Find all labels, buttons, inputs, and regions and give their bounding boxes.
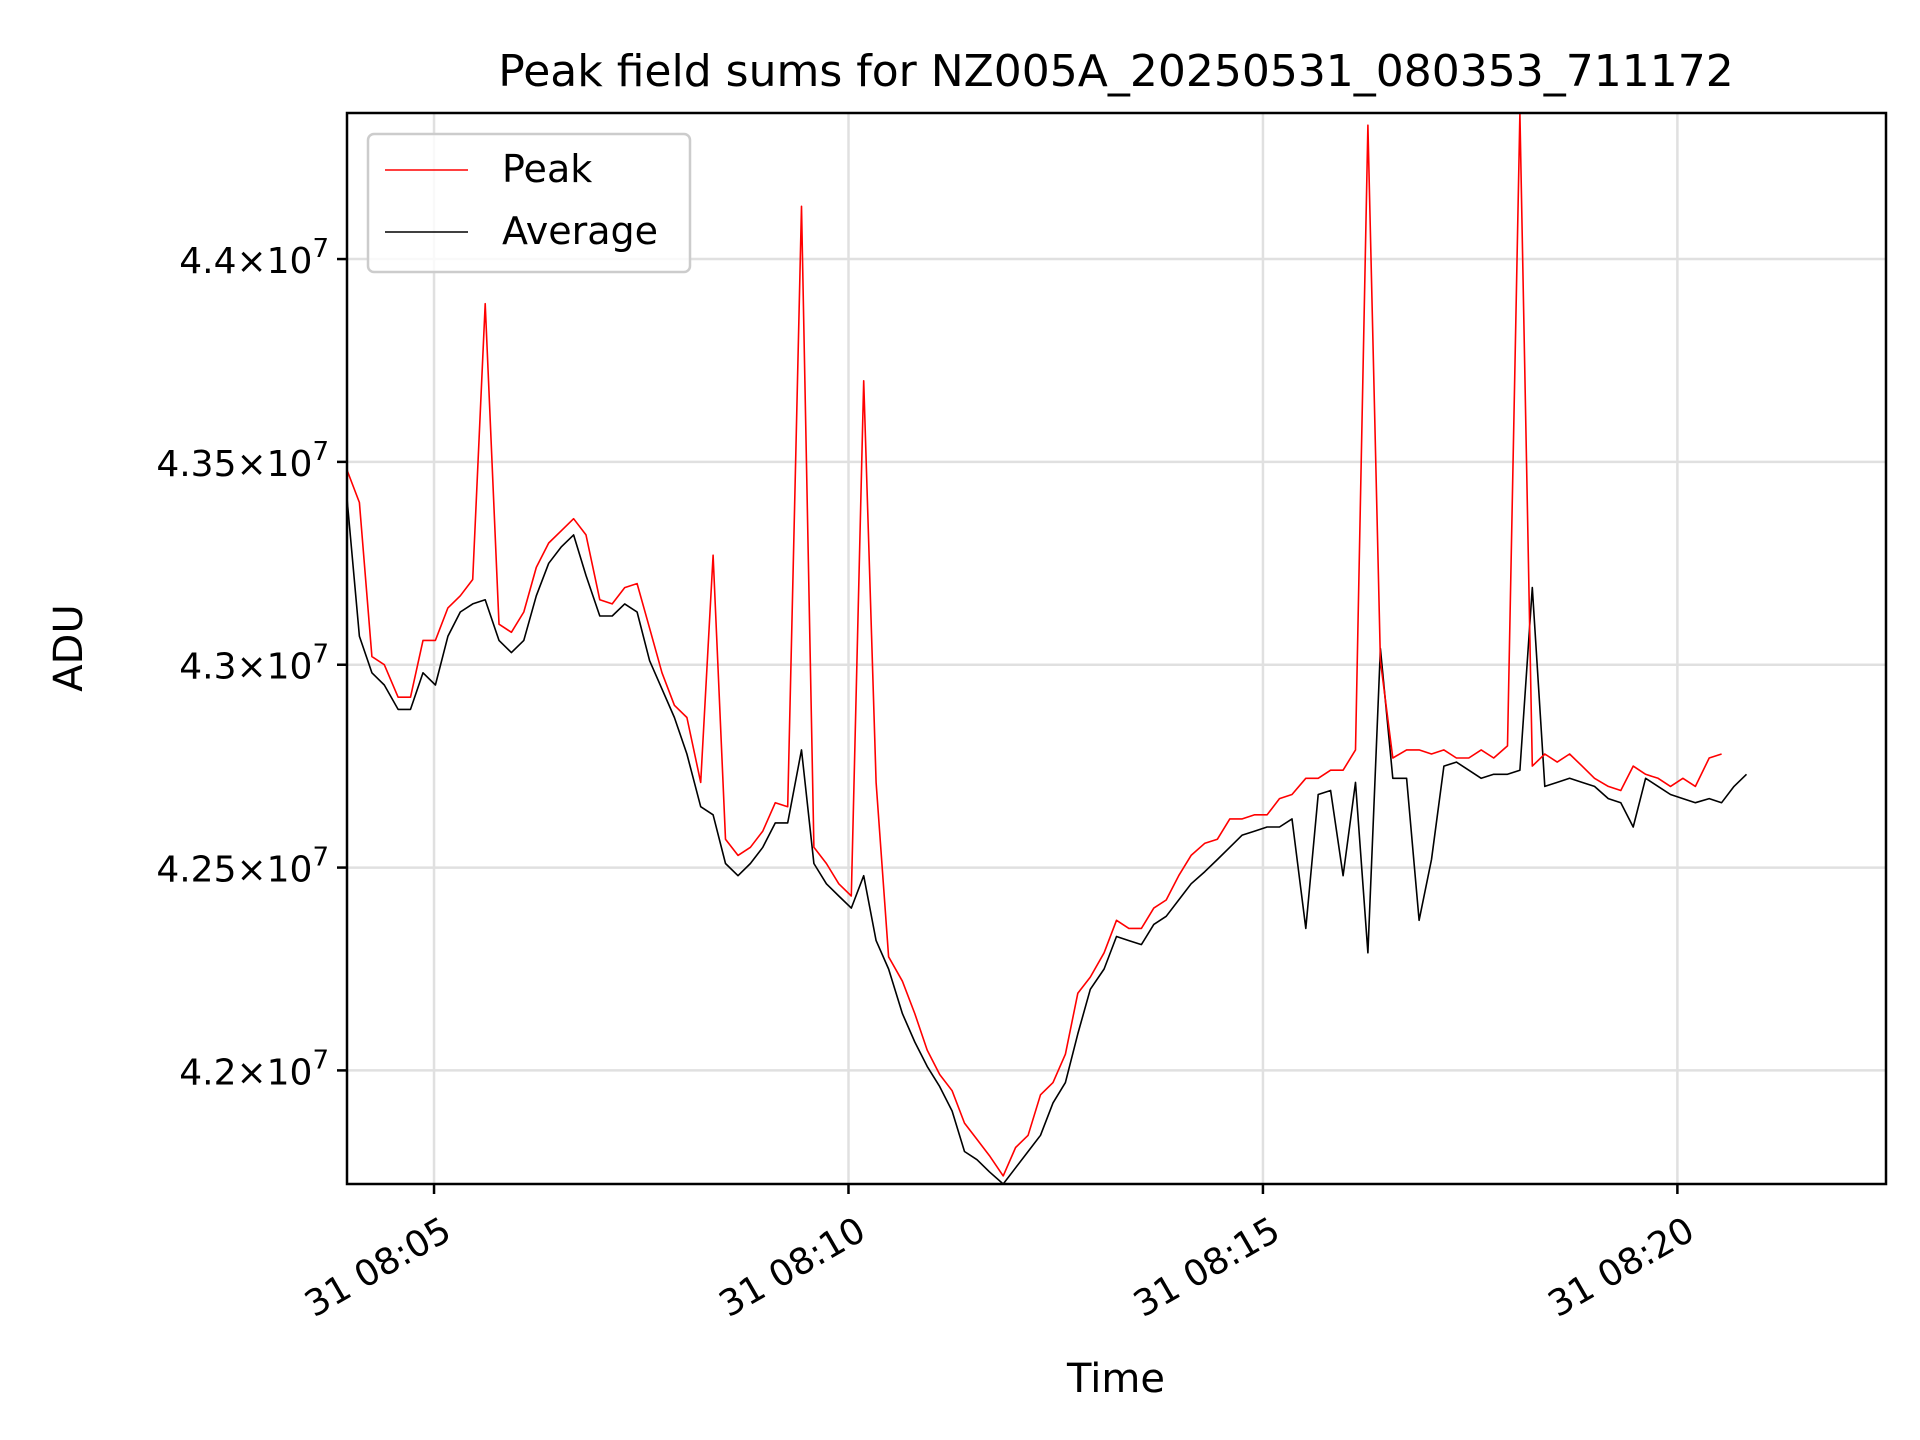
x-axis-label: Time: [1066, 1356, 1165, 1402]
legend-box: [366, 132, 692, 274]
legend: Peak Average: [366, 132, 692, 274]
series-line-average: [347, 498, 1748, 1184]
x-tick-label: 31 08:15: [1127, 1210, 1287, 1326]
y-tick-label: 4.4×107: [179, 234, 329, 282]
x-tick-label: 31 08:05: [298, 1210, 458, 1326]
legend-peak-label: Peak: [502, 147, 592, 191]
x-axis: 31 08:05 31 08:10 31 08:15 31 08:20: [298, 1184, 1701, 1326]
chart-title: Peak field sums for NZ005A_20250531_0803…: [498, 46, 1733, 97]
grid-lines: [347, 113, 1886, 1184]
y-tick-label: 4.35×107: [156, 437, 329, 485]
y-tick-label: 4.3×107: [179, 640, 329, 688]
x-tick-label: 31 08:20: [1541, 1210, 1701, 1326]
plot-frame: [345, 111, 1888, 1186]
y-axis: 4.2×107 4.25×107 4.3×107 4.35×107 4.4×107: [156, 234, 347, 1093]
series-lines: [347, 113, 1748, 1184]
legend-average-label: Average: [502, 209, 658, 253]
y-tick-label: 4.2×107: [179, 1045, 329, 1093]
series-line-peak: [347, 113, 1722, 1177]
x-tick-label: 31 08:10: [713, 1210, 873, 1326]
y-axis-label: ADU: [46, 604, 92, 691]
y-tick-label: 4.25×107: [156, 843, 329, 891]
